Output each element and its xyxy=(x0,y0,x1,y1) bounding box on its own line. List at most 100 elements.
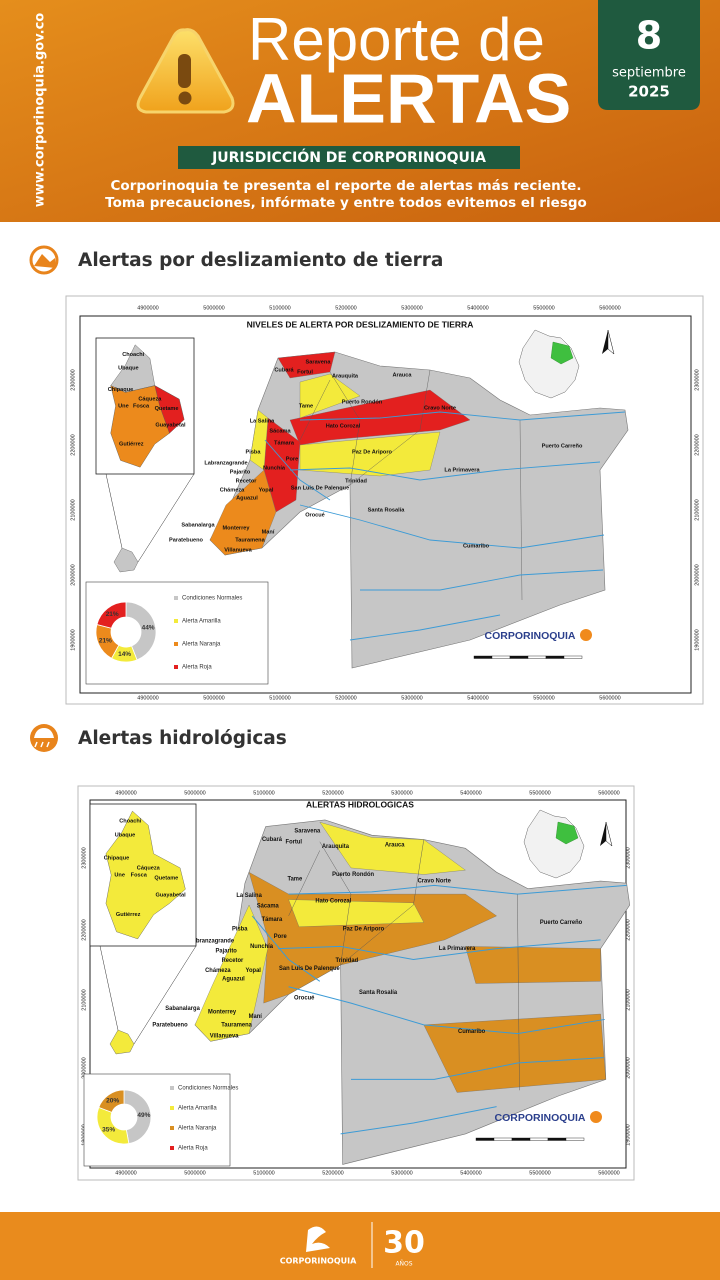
place-label: La Salina xyxy=(236,893,262,899)
place-label: Támara xyxy=(274,440,295,446)
place-label: Sácama xyxy=(257,904,280,910)
place-label: Hato Corozal xyxy=(326,423,361,429)
alert-zone xyxy=(299,373,361,419)
legend-label: Alerta Roja xyxy=(182,665,212,671)
river xyxy=(251,915,321,982)
place-label: Labranzagrande xyxy=(204,460,247,466)
legend-swatch xyxy=(174,619,178,623)
place-label: Aguazul xyxy=(236,495,258,501)
scale-bar xyxy=(547,1137,567,1141)
x-coordinate-label: 5500000 xyxy=(529,1170,550,1176)
donut-label: 35% xyxy=(102,1127,115,1134)
inset-place-label: Guayabetal xyxy=(155,892,186,898)
inset-place-label: Cáqueza xyxy=(138,397,162,403)
y-coordinate-label: 1900000 xyxy=(70,629,76,650)
river xyxy=(299,411,626,421)
place-label: Recetor xyxy=(222,958,244,964)
place-label: Villanueva xyxy=(224,547,252,553)
donut-segment xyxy=(125,601,157,661)
y-coordinate-label: 2100000 xyxy=(694,499,700,520)
map-body: Saravena Arauquita Arauca Cubará Fortul Tame P… xyxy=(169,351,629,669)
river xyxy=(340,1106,497,1135)
map-logo-icon xyxy=(590,1111,602,1123)
x-coordinate-label: 5000000 xyxy=(184,1170,205,1176)
place-label: Paratebueno xyxy=(169,537,203,543)
place-label: Cravo Norte xyxy=(418,879,452,885)
x-coordinate-label: 5200000 xyxy=(322,1170,343,1176)
place-label: Cumaribo xyxy=(458,1029,485,1035)
inset-place-label: Ubaque xyxy=(118,365,139,371)
map-title: ALERTAS HIDROLOGICAS xyxy=(306,799,414,809)
x-coordinate-label: 4900000 xyxy=(137,305,158,311)
alert-zone xyxy=(194,904,268,1042)
y-coordinate-label: 2300000 xyxy=(694,369,700,390)
date-day: 8 xyxy=(636,14,662,58)
footer-logo: CORPORINOQUIA xyxy=(280,1257,357,1266)
x-coordinate-label: 4900000 xyxy=(115,1170,136,1176)
inset-place-label: Cáqueza xyxy=(137,865,161,871)
river xyxy=(278,939,601,960)
x-coordinate-label: 5400000 xyxy=(460,790,481,796)
scale-bar xyxy=(491,655,511,659)
place-label: Yopal xyxy=(259,487,274,493)
river xyxy=(288,986,605,1035)
inset-place-label: Ubaque xyxy=(115,833,136,839)
locator-region xyxy=(550,341,574,365)
donut-segment xyxy=(98,1089,125,1113)
x-coordinate-label: 5200000 xyxy=(335,305,356,311)
map-panel: 4900000 4900000 5000000 5000000 5100000 51000… xyxy=(65,295,704,705)
legend-label: Alerta Amarilla xyxy=(182,619,221,625)
place-label: Támara xyxy=(262,917,283,923)
leader-line xyxy=(137,473,195,563)
x-coordinate-label: 5000000 xyxy=(203,695,224,701)
x-coordinate-label: 5600000 xyxy=(599,695,620,701)
date-box xyxy=(598,0,700,110)
place-label: Fortul xyxy=(297,369,313,375)
section-heading: Alertas por deslizamiento de tierra xyxy=(78,250,443,271)
place-label: La Primavera xyxy=(444,467,480,473)
place-label: Tauramena xyxy=(221,1022,252,1028)
leader-line xyxy=(99,945,119,1031)
x-coordinate-label: 5200000 xyxy=(335,695,356,701)
place-label: Pajarito xyxy=(216,948,238,954)
place-label: Arauquita xyxy=(332,373,359,379)
x-coordinate-label: 5100000 xyxy=(269,305,290,311)
place-label: Chámeza xyxy=(220,487,245,493)
ribbon-text: JURISDICCIÓN DE CORPORINOQUIA xyxy=(211,148,486,166)
municipal-border xyxy=(329,371,361,486)
y-coordinate-label: 2300000 xyxy=(81,847,87,868)
place-label: Cumaribo xyxy=(463,543,490,549)
website: www.corporinoquia.gov.co xyxy=(33,13,48,207)
map-title: NIVELES DE ALERTA POR DESLIZAMIENTO DE T… xyxy=(247,319,474,329)
legend-swatch xyxy=(174,665,178,669)
place-label: Nunchía xyxy=(250,944,274,950)
x-coordinate-label: 5500000 xyxy=(533,305,554,311)
legend-label: Alerta Roja xyxy=(178,1146,208,1152)
title-line1: Reporte de xyxy=(248,6,545,73)
scale-bar xyxy=(493,1137,513,1141)
legend-label: Condiciones Normales xyxy=(178,1086,238,1092)
x-coordinate-label: 5600000 xyxy=(598,790,619,796)
place-label: Tame xyxy=(287,876,302,882)
place-label: Puerto Rondón xyxy=(332,872,374,878)
map-panel: 4900000 4900000 5000000 5000000 5100000 51000… xyxy=(77,785,635,1181)
alert-zone xyxy=(288,899,425,927)
place-label: Trinidad xyxy=(336,958,359,964)
leader-line xyxy=(105,473,123,549)
scale-bar xyxy=(527,655,547,659)
inset-place-label: Quetame xyxy=(155,406,179,412)
place-label: Sácama xyxy=(269,428,291,434)
x-coordinate-label: 4900000 xyxy=(137,695,158,701)
place-label: Labranzagrande xyxy=(189,938,235,944)
donut-label: 21% xyxy=(106,611,119,618)
place-label: La Primavera xyxy=(439,946,476,952)
legend-swatch xyxy=(174,596,178,600)
subtitle: Toma precauciones, infórmate y entre tod… xyxy=(105,195,587,211)
x-coordinate-label: 4900000 xyxy=(115,790,136,796)
place-label: Paratebueno xyxy=(152,1022,188,1028)
place-label: Recetor xyxy=(236,478,258,484)
place-label: Arauca xyxy=(393,372,413,378)
place-label: Sabanalarga xyxy=(165,1006,200,1012)
river xyxy=(264,439,331,501)
